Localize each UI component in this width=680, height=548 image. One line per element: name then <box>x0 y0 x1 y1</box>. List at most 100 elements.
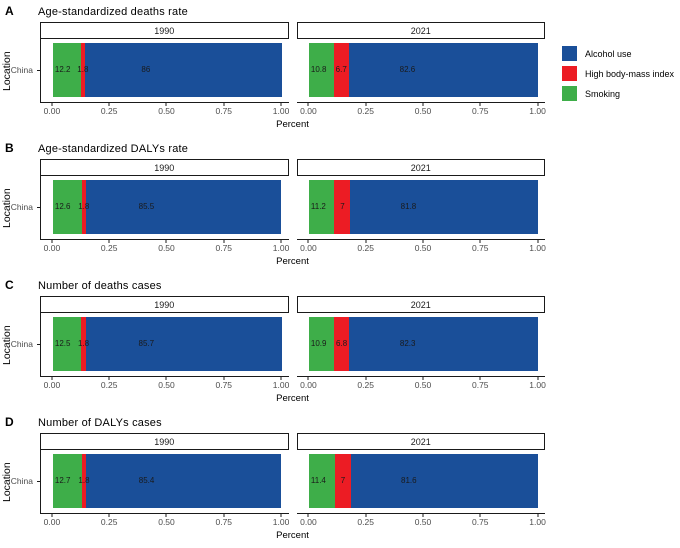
x-tick-label: 0.75 <box>215 380 233 390</box>
plot-row: Location China 12.7 1.8 85.4 <box>0 450 680 514</box>
x-tick-mark <box>422 377 424 380</box>
y-tick-label: China <box>10 65 33 75</box>
bar-value-smoking: 10.8 <box>310 65 327 74</box>
x-tick-mark <box>307 377 309 380</box>
facet-strip-2021: 2021 <box>296 22 545 39</box>
legend: Alcohol use High body-mass index Smoking <box>562 46 674 106</box>
legend-label: Smoking <box>585 88 621 99</box>
bar-segment-alcohol <box>86 454 282 508</box>
x-tick-mark <box>537 103 539 106</box>
x-tick-mark <box>108 103 110 106</box>
stacked-bar: 12.2 1.8 86 <box>52 43 282 97</box>
facet-gap <box>289 450 297 514</box>
x-tick-label: 1.00 <box>272 380 290 390</box>
bar-segment-smoking <box>52 180 82 234</box>
x-tick-mark <box>307 240 309 243</box>
x-tick-label: 0.50 <box>158 106 175 116</box>
panel-letter: A <box>5 4 14 18</box>
x-axis-row: 0.00 0.25 0.50 0.75 1.00 0.00 0.25 0.50 0.75 1.0… <box>0 240 680 253</box>
x-tick-mark <box>223 103 225 106</box>
x-tick-label: 1.00 <box>529 243 546 253</box>
x-tick-mark <box>165 240 167 243</box>
bar-segment-alcohol <box>350 180 538 234</box>
x-tick-label: 0.50 <box>158 380 175 390</box>
bar-segment-smoking <box>308 317 334 371</box>
y-tick-mark <box>37 344 40 345</box>
strips-row: 1990 2021 <box>0 296 680 313</box>
bar-segment-bmi <box>334 180 351 234</box>
bar-segment-smoking <box>52 454 82 508</box>
bar-segment-alcohol <box>348 43 538 97</box>
x-tick-mark <box>365 377 367 380</box>
bar-value-alcohol: 86 <box>141 65 151 74</box>
panel-block-c: C Number of deaths cases 1990 2021 Locat… <box>0 274 680 411</box>
facet-1990: 12.6 1.8 85.5 <box>40 176 289 240</box>
y-axis-gutter: Location China <box>0 450 40 514</box>
x-tick-mark <box>280 377 282 380</box>
x-tick-mark <box>365 514 367 517</box>
bar-segment-bmi <box>81 180 86 234</box>
x-axis-ticks-1990: 0.00 0.25 0.50 0.75 1.00 <box>40 377 289 390</box>
x-tick-label: 0.25 <box>357 517 374 527</box>
panel-title-row: B Age-standardized DALYs rate <box>0 137 680 159</box>
panel-title: Number of DALYs cases <box>38 417 162 429</box>
x-axis-row: 0.00 0.25 0.50 0.75 1.00 0.00 0.25 0.50 0.75 1.0… <box>0 103 680 116</box>
facet-2021: 11.4 7 81.6 <box>297 450 545 514</box>
y-axis-gutter: Location China <box>0 313 40 377</box>
x-tick-label: 0.25 <box>357 106 374 116</box>
x-tick-label: 0.50 <box>414 517 432 527</box>
plot-row: Location China 12.6 1.8 85.5 <box>0 176 680 240</box>
x-axis-ticks-1990: 0.00 0.25 0.50 0.75 1.00 <box>40 240 289 253</box>
facet-strip-1990: 1990 <box>40 296 289 313</box>
x-tick-mark <box>51 377 53 380</box>
axis-gutter-spacer <box>0 22 40 39</box>
bar-value-alcohol: 82.6 <box>399 65 416 74</box>
x-tick-label: 1.00 <box>529 380 546 390</box>
x-tick-label: 0.25 <box>100 243 118 253</box>
bar-value-smoking: 11.4 <box>310 476 326 485</box>
x-tick-mark <box>422 514 424 517</box>
x-tick-label: 0.00 <box>300 380 317 390</box>
bar-value-smoking: 12.5 <box>54 339 71 348</box>
facet-strip-1990: 1990 <box>40 159 289 176</box>
x-tick-label: 0.75 <box>215 106 233 116</box>
plot-row: Location China 12.2 1.8 86 <box>0 39 680 103</box>
x-axis-title: Percent <box>276 530 309 541</box>
panel-letter: B <box>5 141 14 155</box>
bar-value-smoking: 12.2 <box>54 65 71 74</box>
facet-1990: 12.5 1.8 85.7 <box>40 313 289 377</box>
facet-gap <box>289 296 297 313</box>
bar-value-alcohol: 85.7 <box>138 339 155 348</box>
facet-1990: 12.7 1.8 85.4 <box>40 450 289 514</box>
x-tick-label: 0.00 <box>43 243 61 253</box>
legend-item-alcohol: Alcohol use <box>562 46 674 61</box>
stacked-bar: 12.6 1.8 85.5 <box>52 180 282 234</box>
bar-value-bmi: 1.8 <box>78 202 90 211</box>
bar-value-bmi: 1.8 <box>77 65 89 74</box>
x-tick-mark <box>537 514 539 517</box>
y-tick-label: China <box>10 202 33 212</box>
bar-value-bmi: 1.8 <box>77 339 90 348</box>
x-axis-row: 0.00 0.25 0.50 0.75 1.00 0.00 0.25 0.50 0.75 1.0… <box>0 377 680 390</box>
facet-gap <box>289 22 297 39</box>
axis-gutter-spacer <box>0 240 40 253</box>
panel-letter: D <box>5 415 14 429</box>
bar-segment-smoking <box>308 180 335 234</box>
x-tick-label: 0.75 <box>215 517 233 527</box>
bar-value-alcohol: 85.5 <box>138 202 155 211</box>
bar-segment-bmi <box>333 317 350 371</box>
bar-value-alcohol: 81.8 <box>400 202 417 211</box>
x-tick-mark <box>479 240 481 243</box>
x-axis-ticks-2021: 0.00 0.25 0.50 0.75 1.00 <box>297 103 546 116</box>
x-tick-mark <box>165 377 167 380</box>
axis-gutter-spacer <box>0 159 40 176</box>
y-axis-gutter: Location China <box>0 176 40 240</box>
stacked-bar: 10.8 6.7 82.6 <box>308 43 538 97</box>
facet-strip-1990: 1990 <box>40 433 289 450</box>
x-tick-label: 0.00 <box>43 106 61 116</box>
x-tick-mark <box>51 514 53 517</box>
bar-value-bmi: 6.8 <box>336 339 348 348</box>
strips-row: 1990 2021 <box>0 159 680 176</box>
axis-gutter-spacer <box>0 514 40 527</box>
